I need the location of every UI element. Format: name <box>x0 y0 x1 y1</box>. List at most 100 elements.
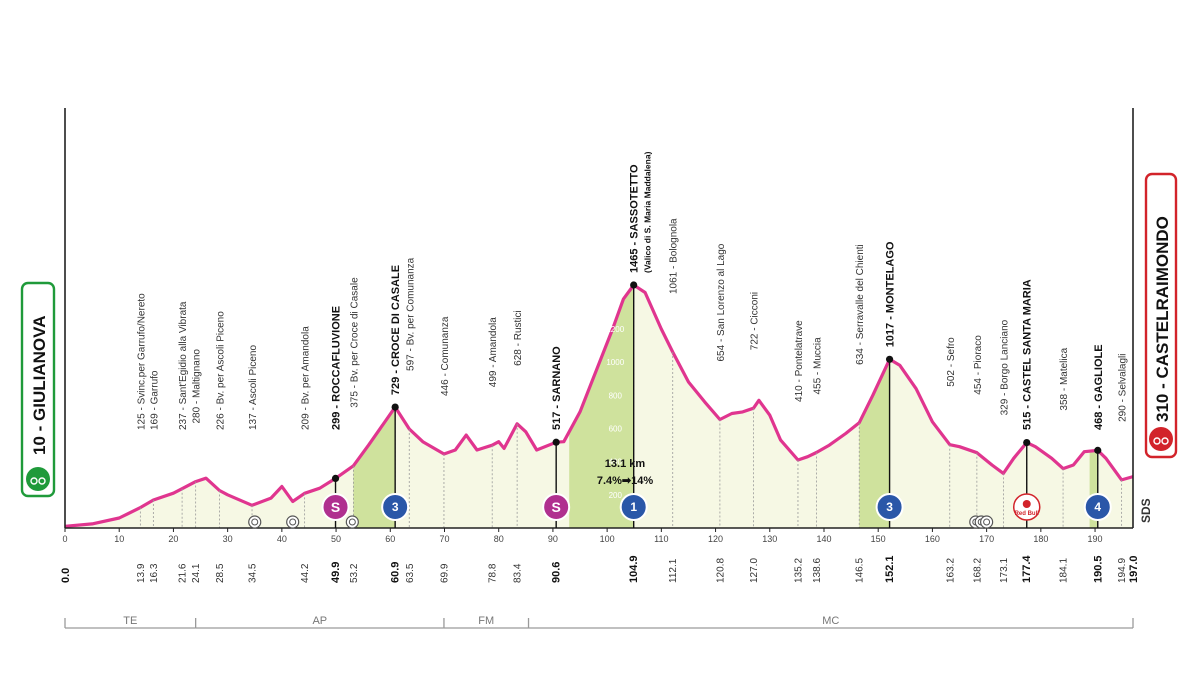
tunnel-icon <box>980 515 994 529</box>
tunnel-icon-inner <box>251 518 259 526</box>
x-tick-label: 30 <box>223 534 233 544</box>
km-label: 13.9 <box>136 563 147 583</box>
waypoint-label: 209 - Bv. per Amandola <box>301 326 312 430</box>
km-label: 163.2 <box>945 558 956 583</box>
waypoint-label: 454 - Pioraco <box>973 335 984 395</box>
province-label: AP <box>312 615 327 627</box>
x-tick-label: 80 <box>494 534 504 544</box>
tunnel-icon-inner <box>348 518 356 526</box>
waypoint-label: 358 - Matelica <box>1059 347 1070 410</box>
finish-bicycle-icon <box>1149 427 1173 451</box>
intermediate-sprint-badge <box>542 493 571 521</box>
waypoint-label: 299 - ROCCAFLUVIONE <box>331 306 343 430</box>
finish-bicycle-wheel <box>1161 437 1169 445</box>
tunnel-icon <box>345 515 359 529</box>
waypoint-label: 329 - Borgo Lanciano <box>999 319 1010 415</box>
km-label: 49.9 <box>330 562 342 583</box>
x-tick-label: 40 <box>277 534 287 544</box>
km-label: 135.2 <box>793 558 804 583</box>
km-label: 34.5 <box>248 563 259 583</box>
tunnel-icon <box>286 515 300 529</box>
tunnel-icon-inner <box>983 518 991 526</box>
km-label: 60.9 <box>390 562 402 583</box>
x-tick-label: 130 <box>762 534 777 544</box>
waypoint-label: 226 - Bv. per Ascoli Piceno <box>216 311 227 430</box>
waypoint-label: 654 - San Lorenzo al Lago <box>716 243 727 361</box>
bonus-sprint-sun-icon <box>1022 500 1031 508</box>
waypoint-label: 499 - Amandola <box>488 317 499 387</box>
province-label: TE <box>123 615 137 627</box>
waypoint-label: 290 - Selvalagli <box>1118 354 1129 422</box>
finish-label-box <box>1144 172 1178 459</box>
x-tick-label: 20 <box>168 534 178 544</box>
x-tick-label: 60 <box>385 534 395 544</box>
elevation-tick-label: 600 <box>609 424 623 433</box>
km-label: 44.2 <box>300 563 311 583</box>
km-label: 184.1 <box>1059 558 1070 583</box>
waypoint-label: 517 - SARNANO <box>551 346 563 430</box>
km-label: 194.9 <box>1117 558 1128 583</box>
intermediate-sprint-badge <box>321 493 350 521</box>
waypoint-label: 1465 - SASSOTETTO <box>629 164 641 273</box>
elevation-tick-label: 1000 <box>606 358 624 367</box>
km-label: 173.1 <box>999 558 1010 583</box>
km-label: 190.5 <box>1092 555 1104 583</box>
km-label: 63.5 <box>405 563 416 583</box>
sds-label: SDS <box>1139 498 1153 523</box>
climb-category-badge <box>619 493 648 521</box>
elevation-tick-label: 400 <box>609 458 623 467</box>
km-label: 152.1 <box>884 555 896 583</box>
intermediate-sprint-letter: S <box>331 499 340 515</box>
finish-label: 310 - CASTELRAIMONDO <box>1153 216 1172 422</box>
waypoint-label: 455 - Muccia <box>812 337 823 395</box>
waypoint-label: 137 - Ascoli Piceno <box>248 345 259 430</box>
elevation-tick-label: 200 <box>609 491 623 500</box>
waypoint-label: 410 - Pontelatrave <box>794 320 805 402</box>
start-label-box <box>20 281 56 498</box>
km-label: 28.5 <box>215 563 226 583</box>
km-label: 21.6 <box>178 563 189 583</box>
waypoint-label: 169 - Garrufo <box>149 370 160 430</box>
waypoint-label: 597 - Bv. per Comunanza <box>405 257 416 371</box>
climb-length-label: 13.1 km <box>605 458 646 470</box>
waypoint-label: 468 - GAGLIOLE <box>1093 344 1105 430</box>
start-bicycle-wheel <box>38 477 46 485</box>
x-tick-label: 50 <box>331 534 341 544</box>
x-tick-label: 180 <box>1033 534 1048 544</box>
waypoint-label: 502 - Sefro <box>946 337 957 387</box>
waypoint-label: 375 - Bv. per Croce di Casale <box>349 277 360 408</box>
x-tick-label: 0 <box>62 534 67 544</box>
climb-category-badge <box>1083 493 1112 521</box>
x-tick-label: 100 <box>600 534 615 544</box>
km-label-finish: 197.0 <box>1128 555 1140 583</box>
x-tick-label: 150 <box>871 534 886 544</box>
km-label: 83.4 <box>513 563 524 583</box>
km-label: 112.1 <box>668 558 679 583</box>
waypoint-label: 515 - CASTEL SANTA MARIA <box>1022 279 1034 430</box>
km-label: 127.0 <box>749 558 760 583</box>
x-tick-label: 110 <box>654 534 668 544</box>
start-label: 10 - GIULIANOVA <box>30 316 49 455</box>
climb-category-number: 3 <box>886 500 893 514</box>
intermediate-sprint-letter: S <box>551 499 560 515</box>
km-label: 138.6 <box>812 558 823 583</box>
waypoint-label: 729 - CROCE DI CASALE <box>390 265 402 395</box>
x-tick-label: 120 <box>708 534 723 544</box>
waypoint-label: 1061 - Bolognola <box>669 218 680 294</box>
waypoint-label: 237 - Sant'Egidio alla Vibrata <box>178 301 189 430</box>
climb-category-number: 3 <box>392 500 399 514</box>
x-tick-label: 90 <box>548 534 558 544</box>
km-label: 53.2 <box>349 563 360 583</box>
province-label: MC <box>822 615 839 627</box>
km-label: 69.9 <box>439 563 450 583</box>
climb-category-badge <box>875 493 904 521</box>
climb-category-number: 4 <box>1094 500 1101 514</box>
km-label: 90.6 <box>551 562 563 583</box>
waypoint-label: 628 - Rustici <box>513 310 524 366</box>
elevation-tick-label: 1200 <box>606 325 624 334</box>
km-label-start: 0.0 <box>60 568 72 583</box>
waypoint-label: 446 - Comunanza <box>440 316 451 396</box>
climb-category-number: 1 <box>630 500 637 514</box>
